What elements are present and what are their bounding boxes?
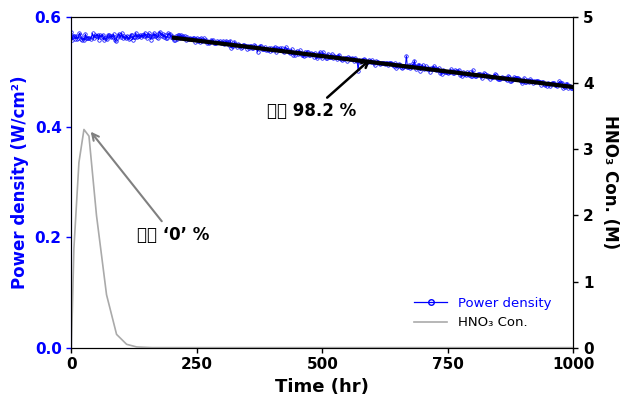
Power density bbox=[367, 60, 375, 65]
Power density bbox=[559, 81, 566, 86]
Power density bbox=[307, 50, 314, 55]
HNO₃ Con. bbox=[168, 345, 176, 350]
HNO₃ Con. bbox=[113, 332, 120, 337]
HNO₃ Con. bbox=[93, 213, 100, 218]
Power density bbox=[340, 56, 348, 61]
HNO₃ Con. bbox=[123, 342, 130, 347]
HNO₃ Con. bbox=[85, 133, 93, 138]
Y-axis label: Power density (W/cm²): Power density (W/cm²) bbox=[11, 76, 29, 289]
Power density bbox=[156, 30, 164, 35]
HNO₃ Con. bbox=[70, 246, 77, 251]
Text: 재생 ‘0’ %: 재생 ‘0’ % bbox=[92, 133, 209, 244]
Power density bbox=[559, 86, 567, 91]
HNO₃ Con. bbox=[570, 345, 577, 350]
Power density bbox=[480, 71, 488, 76]
HNO₃ Con. bbox=[133, 344, 140, 349]
Text: 재생 98.2 %: 재생 98.2 % bbox=[267, 61, 369, 120]
HNO₃ Con. bbox=[67, 345, 75, 350]
Power density bbox=[310, 55, 318, 59]
Legend: Power density, HNO₃ Con.: Power density, HNO₃ Con. bbox=[409, 291, 557, 335]
X-axis label: Time (hr): Time (hr) bbox=[275, 378, 369, 396]
Power density bbox=[67, 30, 75, 35]
Y-axis label: HNO₃ Con. (M): HNO₃ Con. (M) bbox=[601, 115, 619, 249]
HNO₃ Con. bbox=[75, 160, 83, 165]
HNO₃ Con. bbox=[103, 292, 110, 297]
HNO₃ Con. bbox=[148, 345, 156, 350]
Power density bbox=[570, 86, 577, 91]
Line: HNO₃ Con.: HNO₃ Con. bbox=[71, 129, 573, 348]
Line: Power density: Power density bbox=[70, 30, 575, 90]
HNO₃ Con. bbox=[80, 127, 88, 132]
